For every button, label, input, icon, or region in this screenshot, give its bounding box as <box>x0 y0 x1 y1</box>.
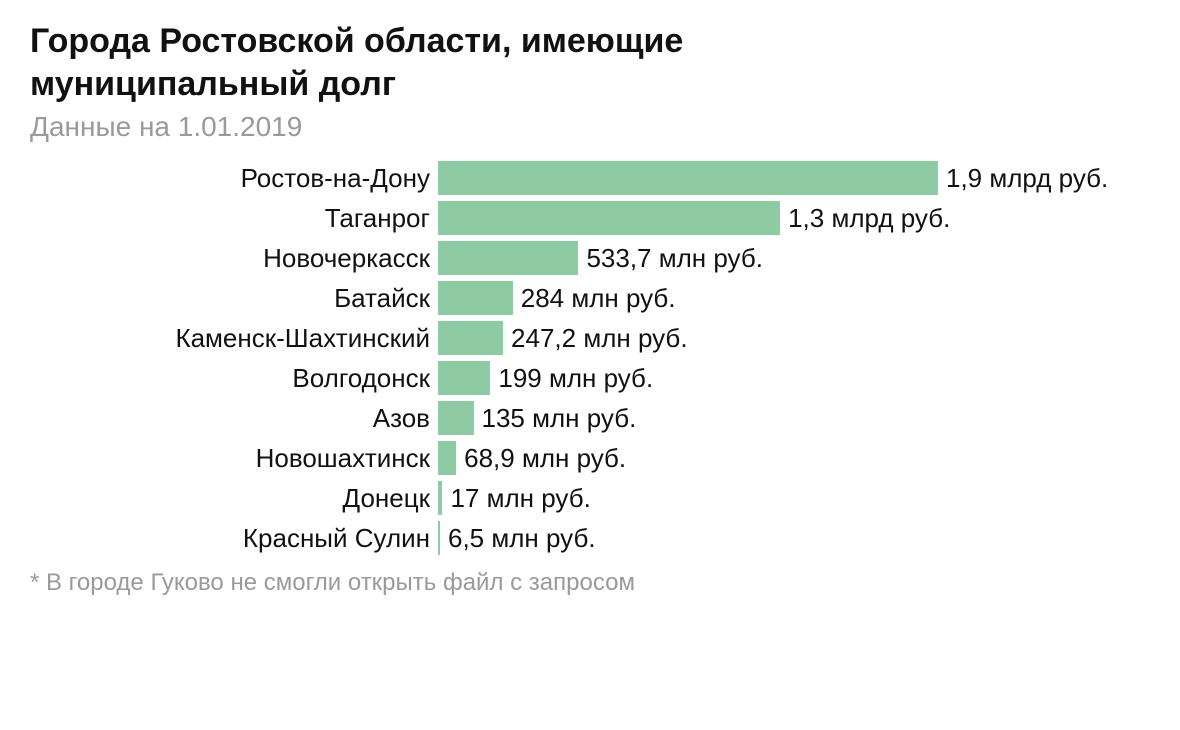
bar-row: Каменск-Шахтинский 247,2 млн руб. <box>30 321 1150 355</box>
bar-label: Батайск <box>30 283 438 314</box>
bar-area: 284 млн руб. <box>438 281 1150 315</box>
bar-row: Красный Сулин6,5 млн руб. <box>30 521 1150 555</box>
bar <box>438 361 490 395</box>
bar <box>438 281 513 315</box>
bar-label: Ростов-на-Дону <box>30 163 438 194</box>
bar-row: Азов 135 млн руб. <box>30 401 1150 435</box>
bar-label: Азов <box>30 403 438 434</box>
bar-row: Волгодонск 199 млн руб. <box>30 361 1150 395</box>
bar-value: 6,5 млн руб. <box>440 523 596 554</box>
bar-label: Красный Сулин <box>30 523 438 554</box>
bar-row: Новошахтинск 68,9 млн руб. <box>30 441 1150 475</box>
bar <box>438 321 503 355</box>
chart-container: Города Ростовской области, имеющие муниц… <box>0 0 1180 730</box>
bar-chart: Ростов-на-Дону 1,9 млрд руб. Таганрог 1,3 м… <box>30 161 1150 555</box>
bar-area: 17 млн руб. <box>438 481 1150 515</box>
chart-subtitle: Данные на 1.01.2019 <box>30 111 1150 143</box>
bar-label: Таганрог <box>30 203 438 234</box>
bar-value: 247,2 млн руб. <box>503 323 688 354</box>
bar-area: 6,5 млн руб. <box>438 521 1150 555</box>
bar-area: 199 млн руб. <box>438 361 1150 395</box>
bar-value: 68,9 млн руб. <box>456 443 626 474</box>
bar-row: Батайск 284 млн руб. <box>30 281 1150 315</box>
chart-title: Города Ростовской области, имеющие муниц… <box>30 20 1150 105</box>
bar-value: 17 млн руб. <box>442 483 590 514</box>
bar-label: Каменск-Шахтинский <box>30 323 438 354</box>
bar-value: 135 млн руб. <box>474 403 637 434</box>
bar-value: 284 млн руб. <box>513 283 676 314</box>
bar-value: 199 млн руб. <box>490 363 653 394</box>
bar-row: Донецк17 млн руб. <box>30 481 1150 515</box>
bar-label: Донецк <box>30 483 438 514</box>
bar-row: Таганрог 1,3 млрд руб. <box>30 201 1150 235</box>
bar-label: Новошахтинск <box>30 443 438 474</box>
bar <box>438 241 578 275</box>
bar-area: 533,7 млн руб. <box>438 241 1150 275</box>
bar-area: 1,3 млрд руб. <box>438 201 1150 235</box>
bar-area: 68,9 млн руб. <box>438 441 1150 475</box>
bar-value: 533,7 млн руб. <box>578 243 763 274</box>
bar-label: Волгодонск <box>30 363 438 394</box>
chart-footnote: * В городе Гуково не смогли открыть файл… <box>30 569 1150 597</box>
bar-area: 1,9 млрд руб. <box>438 161 1150 195</box>
bar <box>438 161 938 195</box>
bar <box>438 401 474 435</box>
bar <box>438 441 456 475</box>
bar-area: 135 млн руб. <box>438 401 1150 435</box>
bar-row: Ростов-на-Дону 1,9 млрд руб. <box>30 161 1150 195</box>
bar-label: Новочеркасск <box>30 243 438 274</box>
title-line-1: Города Ростовской области, имеющие <box>30 22 683 60</box>
bar-value: 1,3 млрд руб. <box>780 203 950 234</box>
bar-row: Новочеркасск 533,7 млн руб. <box>30 241 1150 275</box>
bar-value: 1,9 млрд руб. <box>938 163 1108 194</box>
bar <box>438 201 780 235</box>
title-line-2: муниципальный долг <box>30 65 396 103</box>
bar-area: 247,2 млн руб. <box>438 321 1150 355</box>
